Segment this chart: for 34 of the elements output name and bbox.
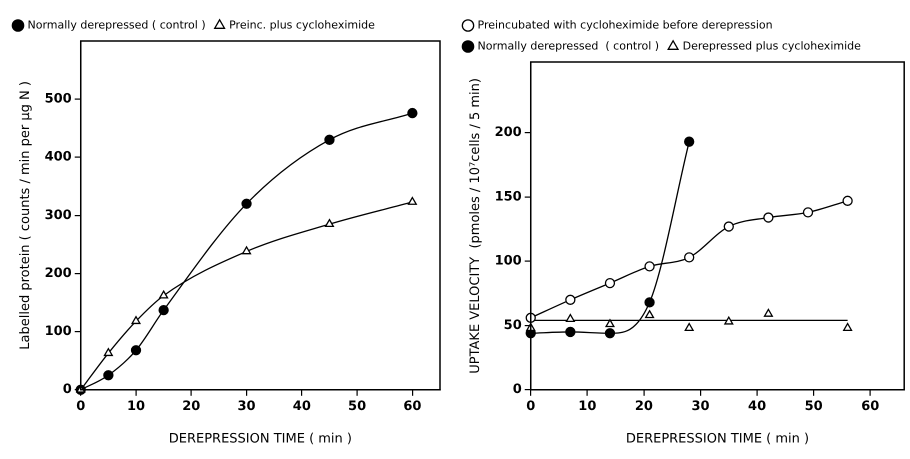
x-tick-label: 10 — [126, 398, 146, 414]
x-tick-label: 30 — [691, 398, 710, 414]
legend-label: Preinc. plus cycloheximide — [229, 18, 376, 32]
x-tick-label: 20 — [182, 398, 200, 414]
x-tick-label: 60 — [861, 398, 880, 414]
y-tick-label: 0 — [62, 382, 72, 398]
y-tick-label: 200 — [494, 125, 522, 140]
x-tick-label: 60 — [403, 398, 422, 414]
y-tick-label: 100 — [494, 254, 522, 269]
y-tick-label: 500 — [44, 92, 72, 107]
legend-label: Preincubated with cycloheximide before derepression — [478, 18, 773, 32]
x-tick-label: 0 — [526, 398, 536, 414]
legend-label: Normally derepressed ( control ) — [28, 18, 206, 32]
x-tick-label: 40 — [748, 398, 766, 414]
y-tick-label: 50 — [504, 318, 522, 333]
x-axis-title: DEREPRESSION TIME ( min ) — [626, 432, 810, 447]
y-tick-label: 0 — [512, 382, 522, 398]
y-axis-title: UPTAKE VELOCITY (pmoles / 10⁷cells / 5 min) — [468, 78, 484, 374]
y-tick-label: 200 — [44, 266, 72, 281]
x-tick-label: 0 — [76, 398, 86, 414]
x-tick-label: 40 — [292, 398, 311, 414]
legend-label: Normally derepressed ( control ) — [478, 39, 660, 52]
y-tick-label: 150 — [494, 189, 522, 204]
y-tick-label: 400 — [44, 150, 72, 165]
y-axis-title: Labelled protein ( counts / min per µg N ) — [18, 81, 34, 350]
x-axis-title: DEREPRESSION TIME ( min ) — [168, 432, 352, 447]
legend-label: Derepressed plus cycloheximide — [682, 39, 862, 52]
x-tick-label: 30 — [238, 398, 256, 414]
y-tick-label: 100 — [44, 324, 72, 340]
y-tick-label: 300 — [44, 208, 72, 223]
x-tick-label: 50 — [348, 398, 366, 414]
x-tick-label: 10 — [578, 398, 596, 414]
x-tick-label: 50 — [804, 398, 823, 414]
x-tick-label: 20 — [634, 398, 653, 414]
